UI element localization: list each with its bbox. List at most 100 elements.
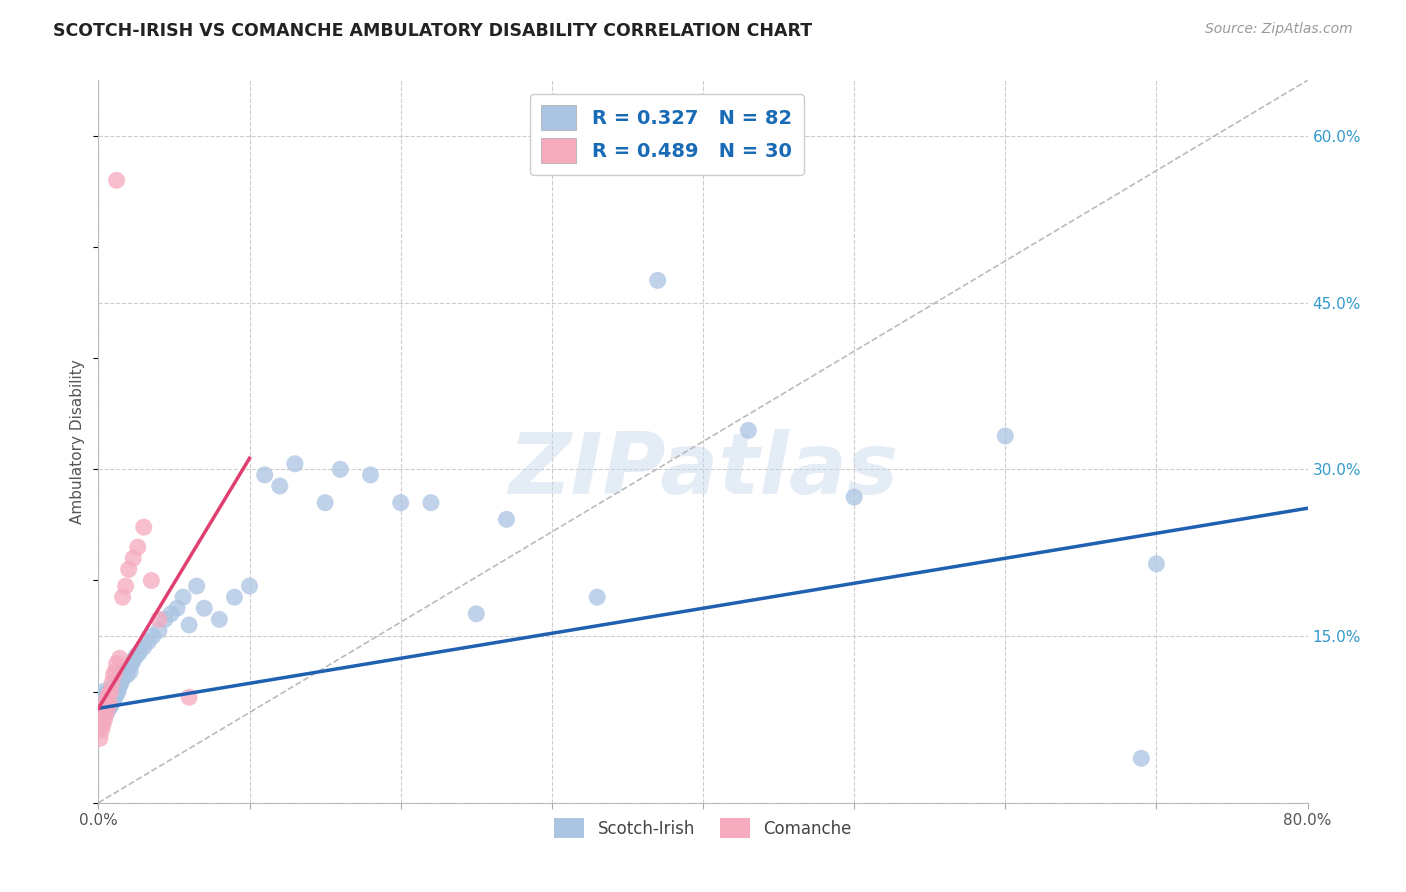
Point: [104, 690, 127, 705]
Point: [121, 657, 143, 671]
Text: ZIPatlas: ZIPatlas: [508, 429, 898, 512]
Point: [93, 705, 115, 719]
Point: [844, 490, 866, 504]
Point: [94, 696, 117, 710]
Point: [93, 701, 115, 715]
Point: [420, 496, 443, 510]
Point: [91, 706, 114, 721]
Point: [253, 467, 276, 482]
Point: [115, 668, 138, 682]
Point: [114, 579, 136, 593]
Point: [100, 690, 122, 705]
Point: [160, 607, 183, 621]
Point: [94, 693, 117, 707]
Point: [104, 665, 127, 679]
Point: [105, 687, 128, 701]
Point: [148, 624, 170, 638]
Point: [224, 590, 246, 604]
Point: [105, 173, 128, 187]
Legend: Scotch-Irish, Comanche: Scotch-Irish, Comanche: [547, 812, 859, 845]
Point: [127, 540, 149, 554]
Point: [101, 696, 124, 710]
Point: [89, 701, 111, 715]
Point: [91, 706, 114, 721]
Point: [193, 601, 215, 615]
Point: [100, 684, 122, 698]
Point: [110, 668, 132, 682]
Point: [96, 690, 118, 705]
Point: [1144, 557, 1167, 571]
Point: [98, 693, 121, 707]
Point: [360, 467, 382, 482]
Point: [141, 574, 163, 588]
Point: [111, 590, 134, 604]
Point: [737, 424, 759, 438]
Point: [90, 698, 112, 712]
Point: [110, 675, 132, 690]
Point: [105, 657, 128, 671]
Point: [465, 607, 488, 621]
Point: [103, 668, 125, 682]
Point: [91, 696, 114, 710]
Point: [239, 579, 262, 593]
Point: [122, 551, 145, 566]
Point: [94, 687, 117, 701]
Point: [100, 699, 122, 714]
Point: [132, 520, 155, 534]
Point: [103, 684, 125, 698]
Point: [104, 679, 127, 693]
Point: [101, 687, 124, 701]
Point: [98, 684, 121, 698]
Point: [90, 692, 112, 706]
Point: [208, 612, 231, 626]
Point: [98, 696, 121, 710]
Point: [122, 653, 145, 667]
Point: [107, 671, 129, 685]
Point: [100, 681, 122, 696]
Point: [93, 698, 115, 712]
Point: [179, 690, 201, 705]
Point: [112, 665, 135, 679]
Point: [96, 704, 118, 718]
Point: [108, 679, 131, 693]
Point: [114, 662, 136, 676]
Text: SCOTCH-IRISH VS COMANCHE AMBULATORY DISABILITY CORRELATION CHART: SCOTCH-IRISH VS COMANCHE AMBULATORY DISA…: [53, 22, 813, 40]
Point: [118, 562, 141, 576]
Point: [107, 684, 129, 698]
Point: [994, 429, 1017, 443]
Point: [389, 496, 412, 510]
Point: [136, 634, 159, 648]
Point: [96, 687, 118, 701]
Point: [89, 713, 111, 727]
Point: [329, 462, 352, 476]
Point: [166, 601, 188, 615]
Point: [186, 579, 208, 593]
Point: [148, 612, 170, 626]
Point: [89, 720, 111, 734]
Point: [153, 612, 176, 626]
Point: [94, 706, 117, 721]
Point: [91, 690, 114, 705]
Point: [96, 701, 118, 715]
Point: [128, 646, 150, 660]
Point: [91, 701, 114, 715]
Point: [118, 660, 141, 674]
Point: [105, 675, 128, 690]
Point: [314, 496, 336, 510]
Point: [586, 590, 609, 604]
Point: [89, 696, 111, 710]
Point: [120, 665, 142, 679]
Point: [103, 693, 125, 707]
Point: [94, 700, 117, 714]
Point: [93, 713, 115, 727]
Text: Source: ZipAtlas.com: Source: ZipAtlas.com: [1205, 22, 1353, 37]
Point: [91, 684, 114, 698]
Point: [647, 273, 669, 287]
Point: [111, 671, 134, 685]
Point: [93, 690, 115, 705]
Point: [90, 709, 112, 723]
Point: [91, 718, 114, 732]
Point: [90, 705, 112, 719]
Point: [101, 675, 124, 690]
Point: [108, 651, 131, 665]
